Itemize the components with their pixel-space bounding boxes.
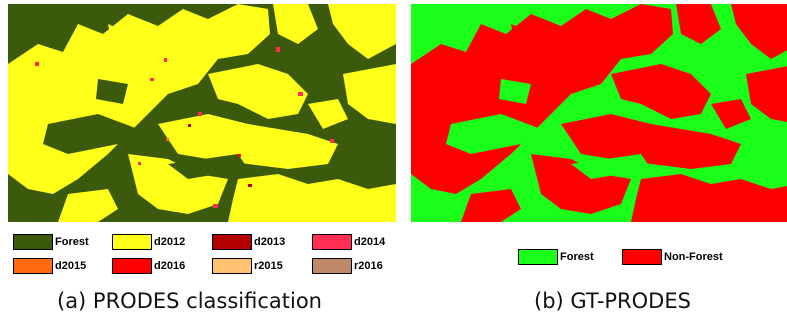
legend-item-d2016: d2016 <box>112 257 185 275</box>
legend-swatch-d2012 <box>112 234 152 250</box>
legend-label: Forest <box>560 251 594 263</box>
legend-item-d2012: d2012 <box>112 233 185 251</box>
legend-label: d2013 <box>254 236 286 248</box>
panel-a-caption: (a) PRODES classification <box>57 289 322 313</box>
legend-item-d2015: d2015 <box>13 257 86 275</box>
legend-item-d2013: d2013 <box>212 233 285 251</box>
legend-item-r2016: r2016 <box>312 257 383 275</box>
legend-label: d2016 <box>154 260 186 272</box>
legend-swatch-d2013 <box>212 234 252 250</box>
legend-label: d2012 <box>154 236 186 248</box>
legend-label: r2016 <box>354 260 383 272</box>
legend-swatch-forest <box>13 234 53 250</box>
panel-b-caption: (b) GT-PRODES <box>534 289 691 313</box>
legend-label: Forest <box>55 236 89 248</box>
legend-swatch-d2014 <box>312 234 352 250</box>
legend-item-r2015: r2015 <box>212 257 283 275</box>
prodes-classification-map <box>8 4 396 222</box>
legend-swatch-d2016 <box>112 258 152 274</box>
legend-swatch-d2015 <box>13 258 53 274</box>
legend-label: d2014 <box>354 236 386 248</box>
legend-swatch-r2016 <box>312 258 352 274</box>
legend-swatch-r2015 <box>212 258 252 274</box>
legend-item-gt-non-forest: Non-Forest <box>622 248 723 266</box>
legend-item-d2014: d2014 <box>312 233 385 251</box>
legend-label: d2015 <box>55 260 87 272</box>
legend-label: Non-Forest <box>664 251 723 263</box>
legend-item-forest: Forest <box>13 233 89 251</box>
legend-swatch-gt-non-forest <box>622 249 662 265</box>
legend-item-gt-forest: Forest <box>518 248 594 266</box>
legend-label: r2015 <box>254 260 283 272</box>
legend-swatch-gt-forest <box>518 249 558 265</box>
gt-prodes-map <box>411 4 787 222</box>
